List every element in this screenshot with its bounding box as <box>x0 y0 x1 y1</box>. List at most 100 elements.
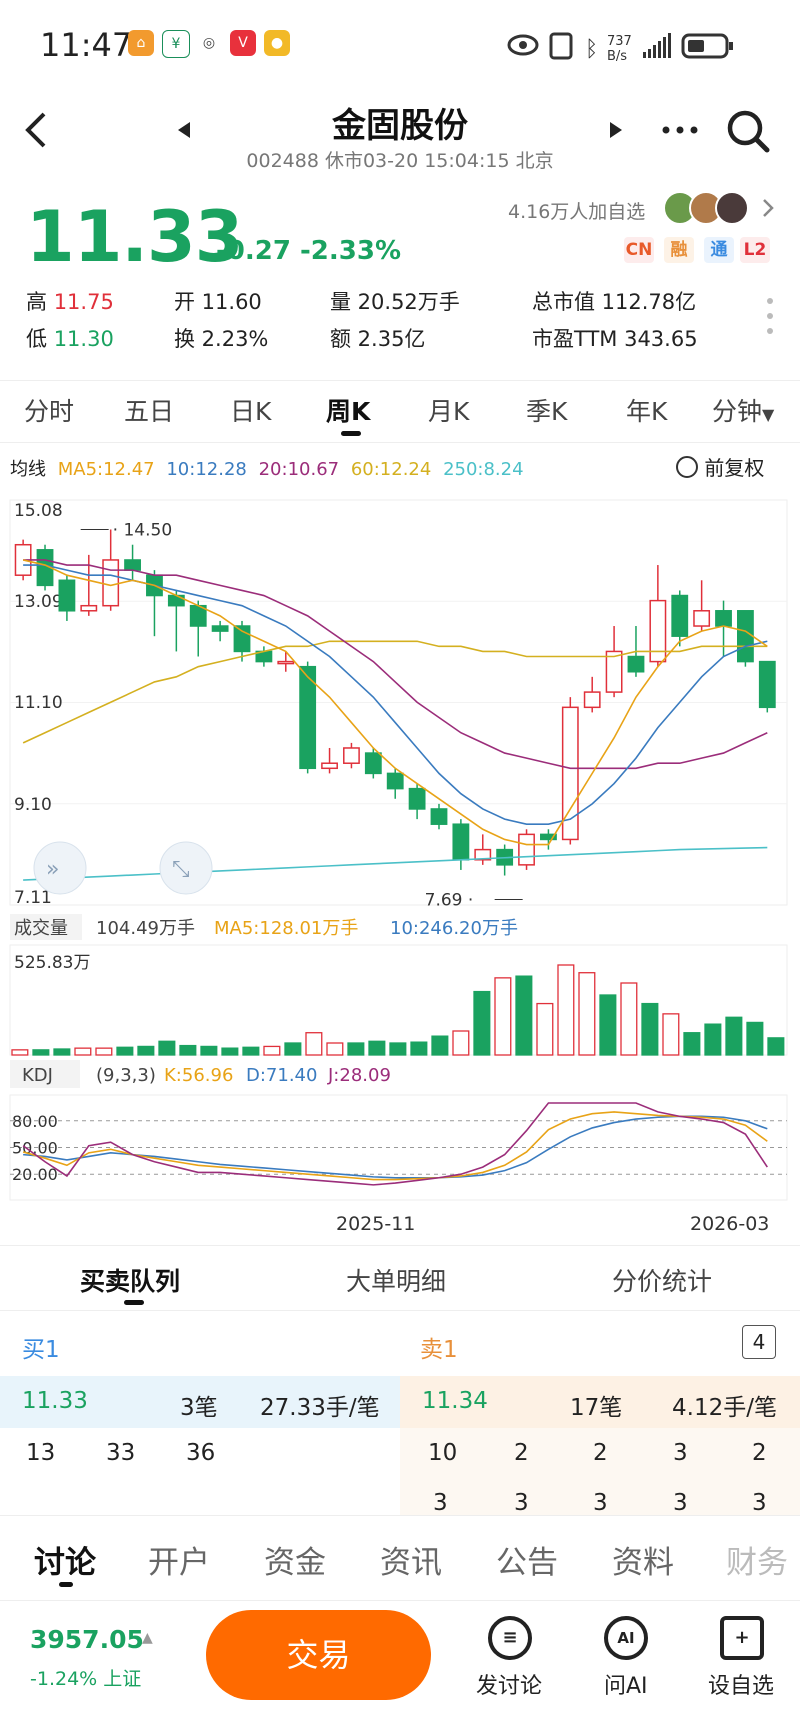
followers-count[interactable]: 4.16万人加自选 <box>508 201 646 223</box>
sell-queue-item: 10 <box>428 1440 458 1466</box>
candle <box>715 610 732 627</box>
tag-margin[interactable]: 融 <box>664 237 694 263</box>
status-bar: 11:47 ⌂ ¥ ◎ V ● ᛒ 737 B/s <box>0 0 800 90</box>
min-price-label: 7.69 · <box>425 891 474 911</box>
low-value: 11.30 <box>53 327 114 351</box>
tab-price-stats[interactable]: 分价统计 <box>612 1267 713 1296</box>
vmall-app-icon: V <box>230 30 256 56</box>
tag-l2[interactable]: L2 <box>740 237 770 263</box>
tab-funds[interactable]: 资金 <box>264 1545 326 1581</box>
buy-header-row <box>0 1376 400 1428</box>
candle <box>518 833 535 866</box>
tab-quarterly-k[interactable]: 季K <box>526 397 568 426</box>
tag-connect[interactable]: 通 <box>704 237 734 263</box>
triangle-up-icon: ▲ <box>142 1630 153 1646</box>
volume-bar <box>599 994 617 1056</box>
volume-bar <box>95 1047 113 1056</box>
volume-bar <box>704 1023 722 1056</box>
tab-open-account[interactable]: 开户 <box>148 1545 210 1581</box>
sell-header-row <box>400 1376 800 1428</box>
volume-bar <box>263 1045 281 1056</box>
volume-bar <box>662 1013 680 1056</box>
x-axis-label: 2025-11 <box>336 1213 415 1235</box>
volume-bar <box>284 1042 302 1056</box>
buy-queue-item: 13 <box>26 1440 56 1466</box>
hexagon-settings-icon <box>676 456 698 478</box>
tab-discussion[interactable]: 讨论 <box>34 1545 96 1581</box>
volume-max-label: 525.83万 <box>14 953 90 973</box>
more-icon[interactable] <box>660 120 700 140</box>
more-vertical-icon[interactable] <box>765 296 775 336</box>
ma250-line <box>23 846 768 881</box>
candle <box>321 762 338 770</box>
buy-queue-item: 33 <box>106 1440 136 1466</box>
volume-label-bg <box>10 914 82 940</box>
sell-queue-item: 3 <box>433 1490 448 1516</box>
tab-yearly-k[interactable]: 年K <box>626 397 668 426</box>
follower-avatars[interactable] <box>662 190 792 226</box>
candle <box>299 665 317 770</box>
index-change[interactable]: -1.24% 上证 <box>30 1668 142 1690</box>
tab-daily-k[interactable]: 日K <box>230 397 272 426</box>
tab-large-orders[interactable]: 大单明细 <box>346 1267 447 1296</box>
tab-minute[interactable]: 分钟▼ <box>712 397 775 426</box>
ai-icon[interactable]: AI <box>604 1616 648 1660</box>
active-tab-indicator <box>124 1300 144 1305</box>
watchlist-icon[interactable]: + <box>720 1616 764 1660</box>
watchlist-label[interactable]: 设自选 <box>708 1674 775 1699</box>
tab-monthly-k[interactable]: 月K <box>428 397 470 426</box>
period-tabs <box>0 380 800 441</box>
volume-bar <box>746 1021 764 1056</box>
kdj-d: D:71.40 <box>246 1065 317 1086</box>
prev-stock-icon[interactable] <box>176 120 192 140</box>
candle <box>167 594 185 607</box>
sell-queue-item: 3 <box>752 1490 767 1516</box>
candle <box>58 579 76 612</box>
next-stock-icon[interactable] <box>608 120 624 140</box>
tag-cn[interactable]: CN <box>624 237 654 263</box>
ma5-line <box>22 559 768 846</box>
tab-financials[interactable]: 财务 <box>726 1545 788 1581</box>
tab-news[interactable]: 资讯 <box>380 1545 442 1581</box>
tab-order-queue[interactable]: 买卖队列 <box>80 1267 181 1296</box>
volume-bar <box>767 1037 785 1056</box>
volume-bar <box>74 1047 92 1056</box>
volume-bar <box>347 1042 365 1056</box>
candle <box>758 660 776 709</box>
tab-profile[interactable]: 资料 <box>612 1545 674 1581</box>
volume-bar <box>221 1047 239 1056</box>
tab-intraday[interactable]: 分时 <box>24 397 75 426</box>
candle <box>671 594 689 637</box>
ask-ai-label[interactable]: 问AI <box>604 1674 648 1699</box>
discuss-icon[interactable]: ≡ <box>488 1616 532 1660</box>
discuss-label[interactable]: 发讨论 <box>476 1674 543 1699</box>
tab-five-day[interactable]: 五日 <box>124 397 175 426</box>
expand-button <box>33 841 87 895</box>
candle <box>386 772 404 790</box>
home-app-icon: ⌂ <box>128 30 154 56</box>
level-selector[interactable]: 4 <box>742 1325 776 1359</box>
adjust-toggle[interactable]: 前复权 <box>676 452 764 481</box>
search-icon[interactable] <box>725 108 771 154</box>
sell-price: 11.34 <box>422 1388 488 1414</box>
caret-down-icon: ▼ <box>762 405 775 424</box>
ma60-line <box>22 640 768 744</box>
index-value[interactable]: 3957.05 <box>30 1625 144 1654</box>
kline-chart[interactable]: 15.08 13.09 11.10 9.10 7.11 · 14.50 7.69 · » ⤡ 成交… <box>0 490 800 1240</box>
last-price: 11.33 <box>26 196 243 278</box>
tab-announcements[interactable]: 公告 <box>496 1545 558 1581</box>
candle <box>649 599 667 663</box>
y-tick-label: 9.10 <box>14 795 52 815</box>
price-change: -0.27 -2.33% <box>216 236 401 266</box>
tab-weekly-k[interactable]: 周K <box>326 397 371 426</box>
volume-value: 量 20.52万手 <box>330 290 460 314</box>
kdj-tick: 20.00 <box>12 1165 58 1184</box>
volume-bar <box>11 1049 29 1056</box>
chat-app-icon: ● <box>264 30 290 56</box>
back-icon[interactable] <box>22 110 52 150</box>
kdj-label-bg <box>10 1060 80 1088</box>
low-row: 低 11.30 <box>26 327 114 351</box>
volume-bar <box>116 1046 134 1056</box>
ma-legend: 均线 MA5:12.47 10:12.28 20:10.67 60:12.24 … <box>10 459 524 480</box>
trade-button[interactable]: 交易 <box>206 1610 431 1700</box>
